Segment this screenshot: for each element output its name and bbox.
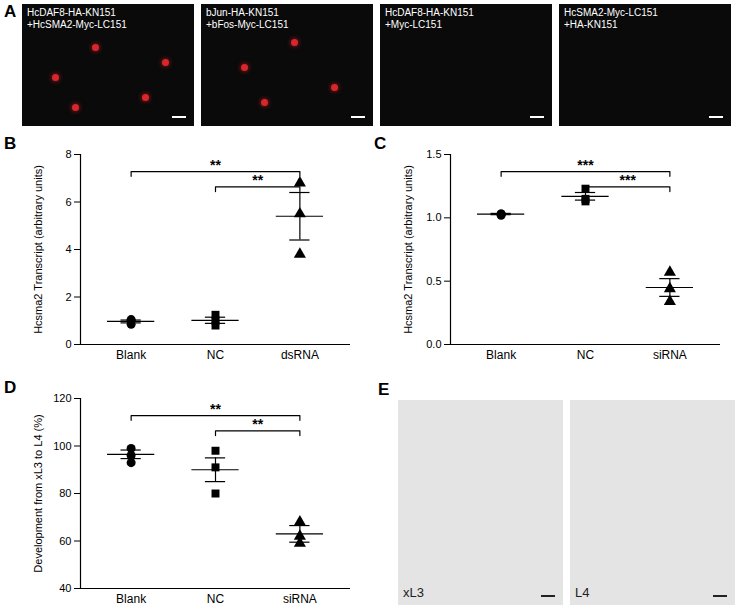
html-text:xL3: xL3 [403,585,424,600]
svg-text:***: *** [577,157,594,173]
svg-text:120: 120 [53,392,71,404]
svg-text:Development from xL3 to L4 (%): Development from xL3 to L4 (%) [32,414,44,572]
html-text:E: E [378,380,390,399]
html-text:HcDAF8-HA-KN151 +Myc-LC151: HcDAF8-HA-KN151 +Myc-LC151 [385,7,474,30]
svg-text:Blank: Blank [116,592,147,606]
svg-text:**: ** [252,416,263,432]
svg-text:0: 0 [65,338,71,350]
html-text:B: B [4,134,17,153]
svg-text:NC: NC [207,592,225,606]
svg-text:8: 8 [65,148,71,160]
html-text:bJun-HA-KN151 +bFos-Myc-LC151: bJun-HA-KN151 +bFos-Myc-LC151 [206,7,289,30]
html-text:C: C [374,134,387,153]
svg-text:**: ** [210,157,221,173]
svg-text:siRNA: siRNA [653,348,687,362]
html-text:D: D [4,378,17,397]
svg-text:2: 2 [65,291,71,303]
svg-text:**: ** [210,401,221,417]
svg-text:***: *** [620,172,637,188]
svg-text:Hcsma2 Transcript (arbitrary u: Hcsma2 Transcript (arbitrary units) [32,165,44,334]
svg-text:siRNA: siRNA [283,592,317,606]
svg-text:**: ** [252,172,263,188]
svg-text:6: 6 [65,196,71,208]
svg-text:0.5: 0.5 [426,275,441,287]
svg-text:1.5: 1.5 [426,148,441,160]
svg-text:Blank: Blank [116,348,147,362]
svg-text:100: 100 [53,440,71,452]
svg-text:NC: NC [207,348,225,362]
svg-text:0.0: 0.0 [426,338,441,350]
svg-text:60: 60 [59,535,71,547]
html-text:HcDAF8-HA-KN151 +HcSMA2-Myc-LC: HcDAF8-HA-KN151 +HcSMA2-Myc-LC151 [27,7,127,30]
html-text:A: A [4,2,17,21]
svg-text:Blank: Blank [486,348,517,362]
svg-text:Hcsma2 Transcript (arbitrary u: Hcsma2 Transcript (arbitrary units) [402,165,414,334]
html-text:L4: L4 [575,585,590,600]
svg-text:80: 80 [59,487,71,499]
svg-text:40: 40 [59,582,71,594]
svg-text:1.0: 1.0 [426,211,441,223]
svg-text:4: 4 [65,243,71,255]
svg-text:dsRNA: dsRNA [281,348,319,362]
html-text:HcSMA2-Myc-LC151 +HA-KN151: HcSMA2-Myc-LC151 +HA-KN151 [564,7,658,30]
svg-text:NC: NC [577,348,595,362]
